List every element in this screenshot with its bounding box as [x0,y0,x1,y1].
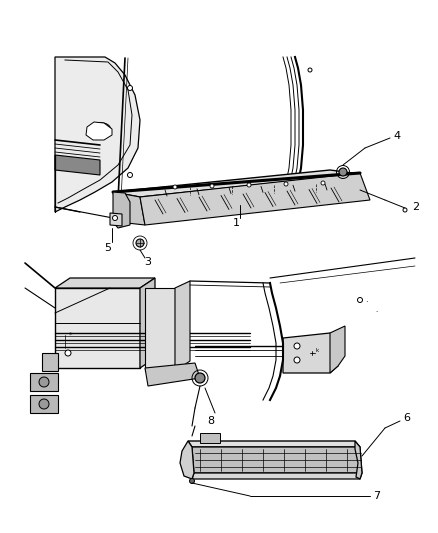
Polygon shape [55,155,100,175]
Text: 5: 5 [105,243,112,253]
Polygon shape [86,122,112,140]
Circle shape [39,377,49,387]
Polygon shape [55,57,140,212]
Polygon shape [330,326,345,373]
Circle shape [195,373,205,383]
Circle shape [127,85,133,91]
Polygon shape [192,473,362,479]
Polygon shape [30,373,58,391]
Circle shape [65,350,71,356]
Circle shape [39,399,49,409]
Polygon shape [140,278,155,368]
Text: .: . [365,295,367,304]
Text: 4: 4 [393,131,400,141]
Circle shape [113,215,117,221]
Text: *: * [69,332,72,338]
Circle shape [339,168,347,176]
Text: 1: 1 [233,218,240,228]
Polygon shape [175,281,190,371]
Polygon shape [113,192,145,225]
Circle shape [403,208,407,212]
Polygon shape [355,441,362,479]
Text: 7: 7 [373,491,380,501]
Polygon shape [188,441,360,447]
Text: 3: 3 [145,257,152,267]
Polygon shape [145,288,175,371]
Polygon shape [30,395,58,413]
Circle shape [284,182,288,186]
Circle shape [308,68,312,72]
Circle shape [357,297,363,303]
Text: 8: 8 [207,416,214,426]
Polygon shape [145,363,200,386]
Circle shape [136,239,144,247]
Text: 2: 2 [412,202,419,212]
Circle shape [173,185,177,189]
Polygon shape [55,278,155,288]
Polygon shape [140,173,370,225]
Circle shape [321,181,325,185]
Ellipse shape [89,123,111,138]
Polygon shape [55,288,140,368]
Circle shape [294,357,300,363]
Polygon shape [283,333,338,373]
Polygon shape [113,170,360,197]
Polygon shape [113,192,130,228]
Polygon shape [200,433,220,443]
Circle shape [294,343,300,349]
Text: 6: 6 [403,413,410,423]
Polygon shape [180,441,194,479]
Circle shape [190,479,194,483]
Circle shape [247,183,251,187]
Circle shape [210,184,214,188]
Polygon shape [110,213,122,226]
Polygon shape [192,447,362,473]
Polygon shape [42,353,58,371]
Text: k: k [316,349,319,353]
Circle shape [127,173,133,177]
Text: .: . [375,307,377,313]
